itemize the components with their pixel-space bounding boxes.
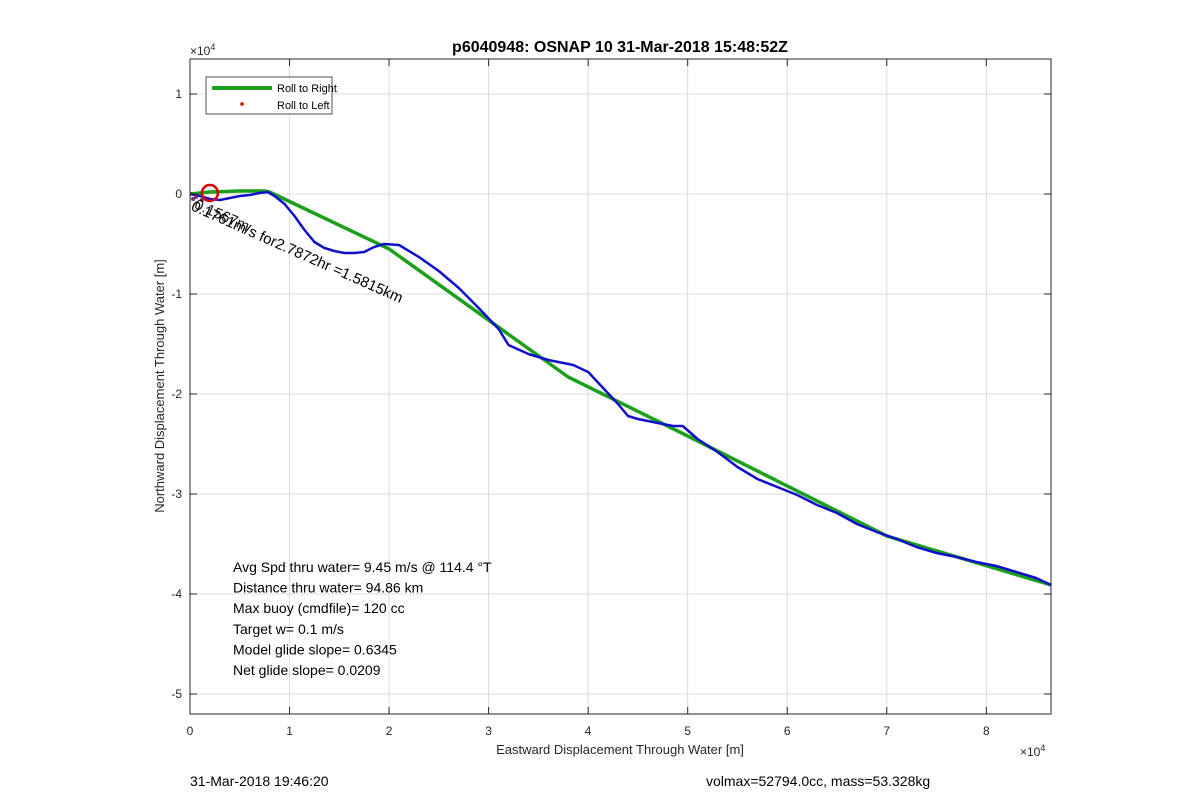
x-tick-label: 1 <box>286 724 293 738</box>
x-tick-label: 4 <box>585 724 592 738</box>
stats-line: Model glide slope= 0.6345 <box>233 641 397 657</box>
legend-label-roll-left: Roll to Left <box>277 100 330 112</box>
x-axis-label: Eastward Displacement Through Water [m] <box>496 742 744 757</box>
x-exponent: ×104 <box>1020 743 1045 759</box>
footer-volmax-mass: volmax=52794.0cc, mass=53.328kg <box>706 773 931 789</box>
y-tick-label: -1 <box>171 287 182 301</box>
x-tick-label: 8 <box>983 724 990 738</box>
y-tick-label: -2 <box>171 387 182 401</box>
y-exponent: ×104 <box>190 42 215 58</box>
plot-background <box>190 59 1051 714</box>
legend: Roll to Right Roll to Left <box>205 76 337 115</box>
start-cluster-dot <box>193 195 198 199</box>
x-tick-label: 5 <box>684 724 691 738</box>
series-roll-to-right-line <box>190 189 1051 587</box>
legend-label-roll-right: Roll to Right <box>277 83 337 95</box>
start-cluster-dot <box>199 198 204 202</box>
x-tick-label: 3 <box>485 724 492 738</box>
x-tick-label: 0 <box>187 724 194 738</box>
stats-line: Net glide slope= 0.0209 <box>233 662 381 678</box>
y-tick-label: -5 <box>171 687 182 701</box>
y-tick-label: 0 <box>175 187 182 201</box>
start-marker-circle <box>200 183 220 203</box>
stats-line: Target w= 0.1 m/s <box>233 621 344 637</box>
grid-lines <box>189 59 1051 714</box>
x-tick-label: 2 <box>386 724 393 738</box>
y-tick-label: -4 <box>171 587 182 601</box>
axis-ticks: 0 1 2 3 4 5 6 7 8 1 0 -1 -2 -3 -4 -5 <box>171 59 1051 738</box>
y-tick-label: 1 <box>175 87 182 101</box>
y-tick-label: -3 <box>171 487 182 501</box>
stats-line: Distance thru water= 94.86 km <box>233 580 423 596</box>
chart-title: p6040948: OSNAP 10 31-Mar-2018 15:48:52Z <box>452 39 788 56</box>
stats-annotations: Avg Spd thru water= 9.45 m/s @ 114.4 °T D… <box>233 559 492 678</box>
plot-frame <box>189 58 1052 715</box>
series-track-line <box>190 190 1051 587</box>
start-cluster-dot <box>190 197 195 201</box>
stats-line: Max buoy (cmdfile)= 120 cc <box>233 600 405 616</box>
y-axis-label: Northward Displacement Through Water [m] <box>152 259 167 513</box>
footer-timestamp: 31-Mar-2018 19:46:20 <box>190 773 329 789</box>
x-tick-label: 7 <box>883 724 890 738</box>
legend-dot-roll-left <box>240 102 244 106</box>
legend-box <box>205 76 333 115</box>
stats-line: Avg Spd thru water= 9.45 m/s @ 114.4 °T <box>233 559 492 575</box>
x-tick-label: 6 <box>784 724 791 738</box>
